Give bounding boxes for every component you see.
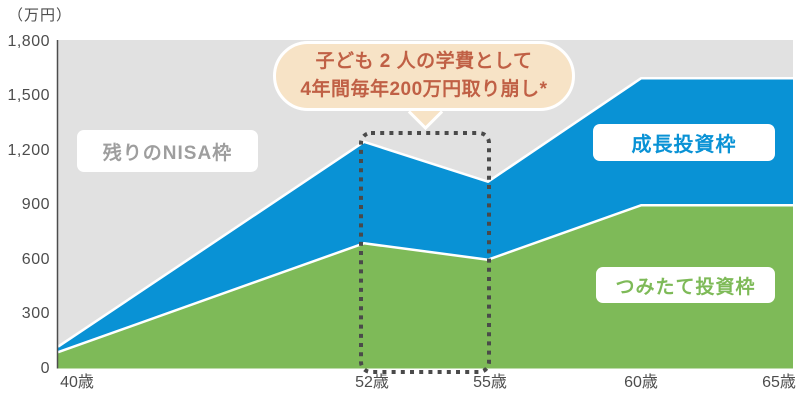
y-axis-tick-label: 300	[21, 305, 50, 323]
x-axis-tick-label: 65歳	[762, 374, 796, 391]
growth-top-edge	[57, 77, 793, 348]
y-axis-tick-label: 1,200	[7, 141, 50, 159]
annotation-line-1: 子ども 2 人の学費として	[315, 51, 533, 72]
y-axis-tick-label: 1,800	[7, 33, 50, 50]
x-axis-tick-label: 60歳	[624, 374, 658, 391]
y-axis-tick-label: 900	[21, 196, 50, 214]
tsumitate-area	[58, 205, 793, 369]
tsumitate-investment-label: つみたて投資枠	[596, 267, 775, 303]
remaining-nisa-label: 残りのNISA枠	[77, 130, 258, 172]
x-axis-tick-label: 52歳	[355, 374, 389, 391]
y-axis-tick-label: 0	[40, 359, 50, 377]
growth-investment-label: 成長投資枠	[593, 124, 775, 161]
withdrawal-period-highlight-box	[359, 131, 491, 374]
x-axis-tick-label: 40歳	[60, 374, 94, 391]
annotation-line-2: 4年間毎年200万円取り崩し*	[300, 79, 548, 100]
y-axis-unit-label: （万円）	[8, 7, 73, 24]
withdrawal-annotation-bubble: 子ども 2 人の学費として 4年間毎年200万円取り崩し*	[273, 41, 575, 111]
y-axis-tick-label: 600	[21, 250, 50, 268]
y-axis-tick-label: 1,500	[7, 87, 50, 105]
x-axis-tick-label: 55歳	[473, 374, 507, 391]
